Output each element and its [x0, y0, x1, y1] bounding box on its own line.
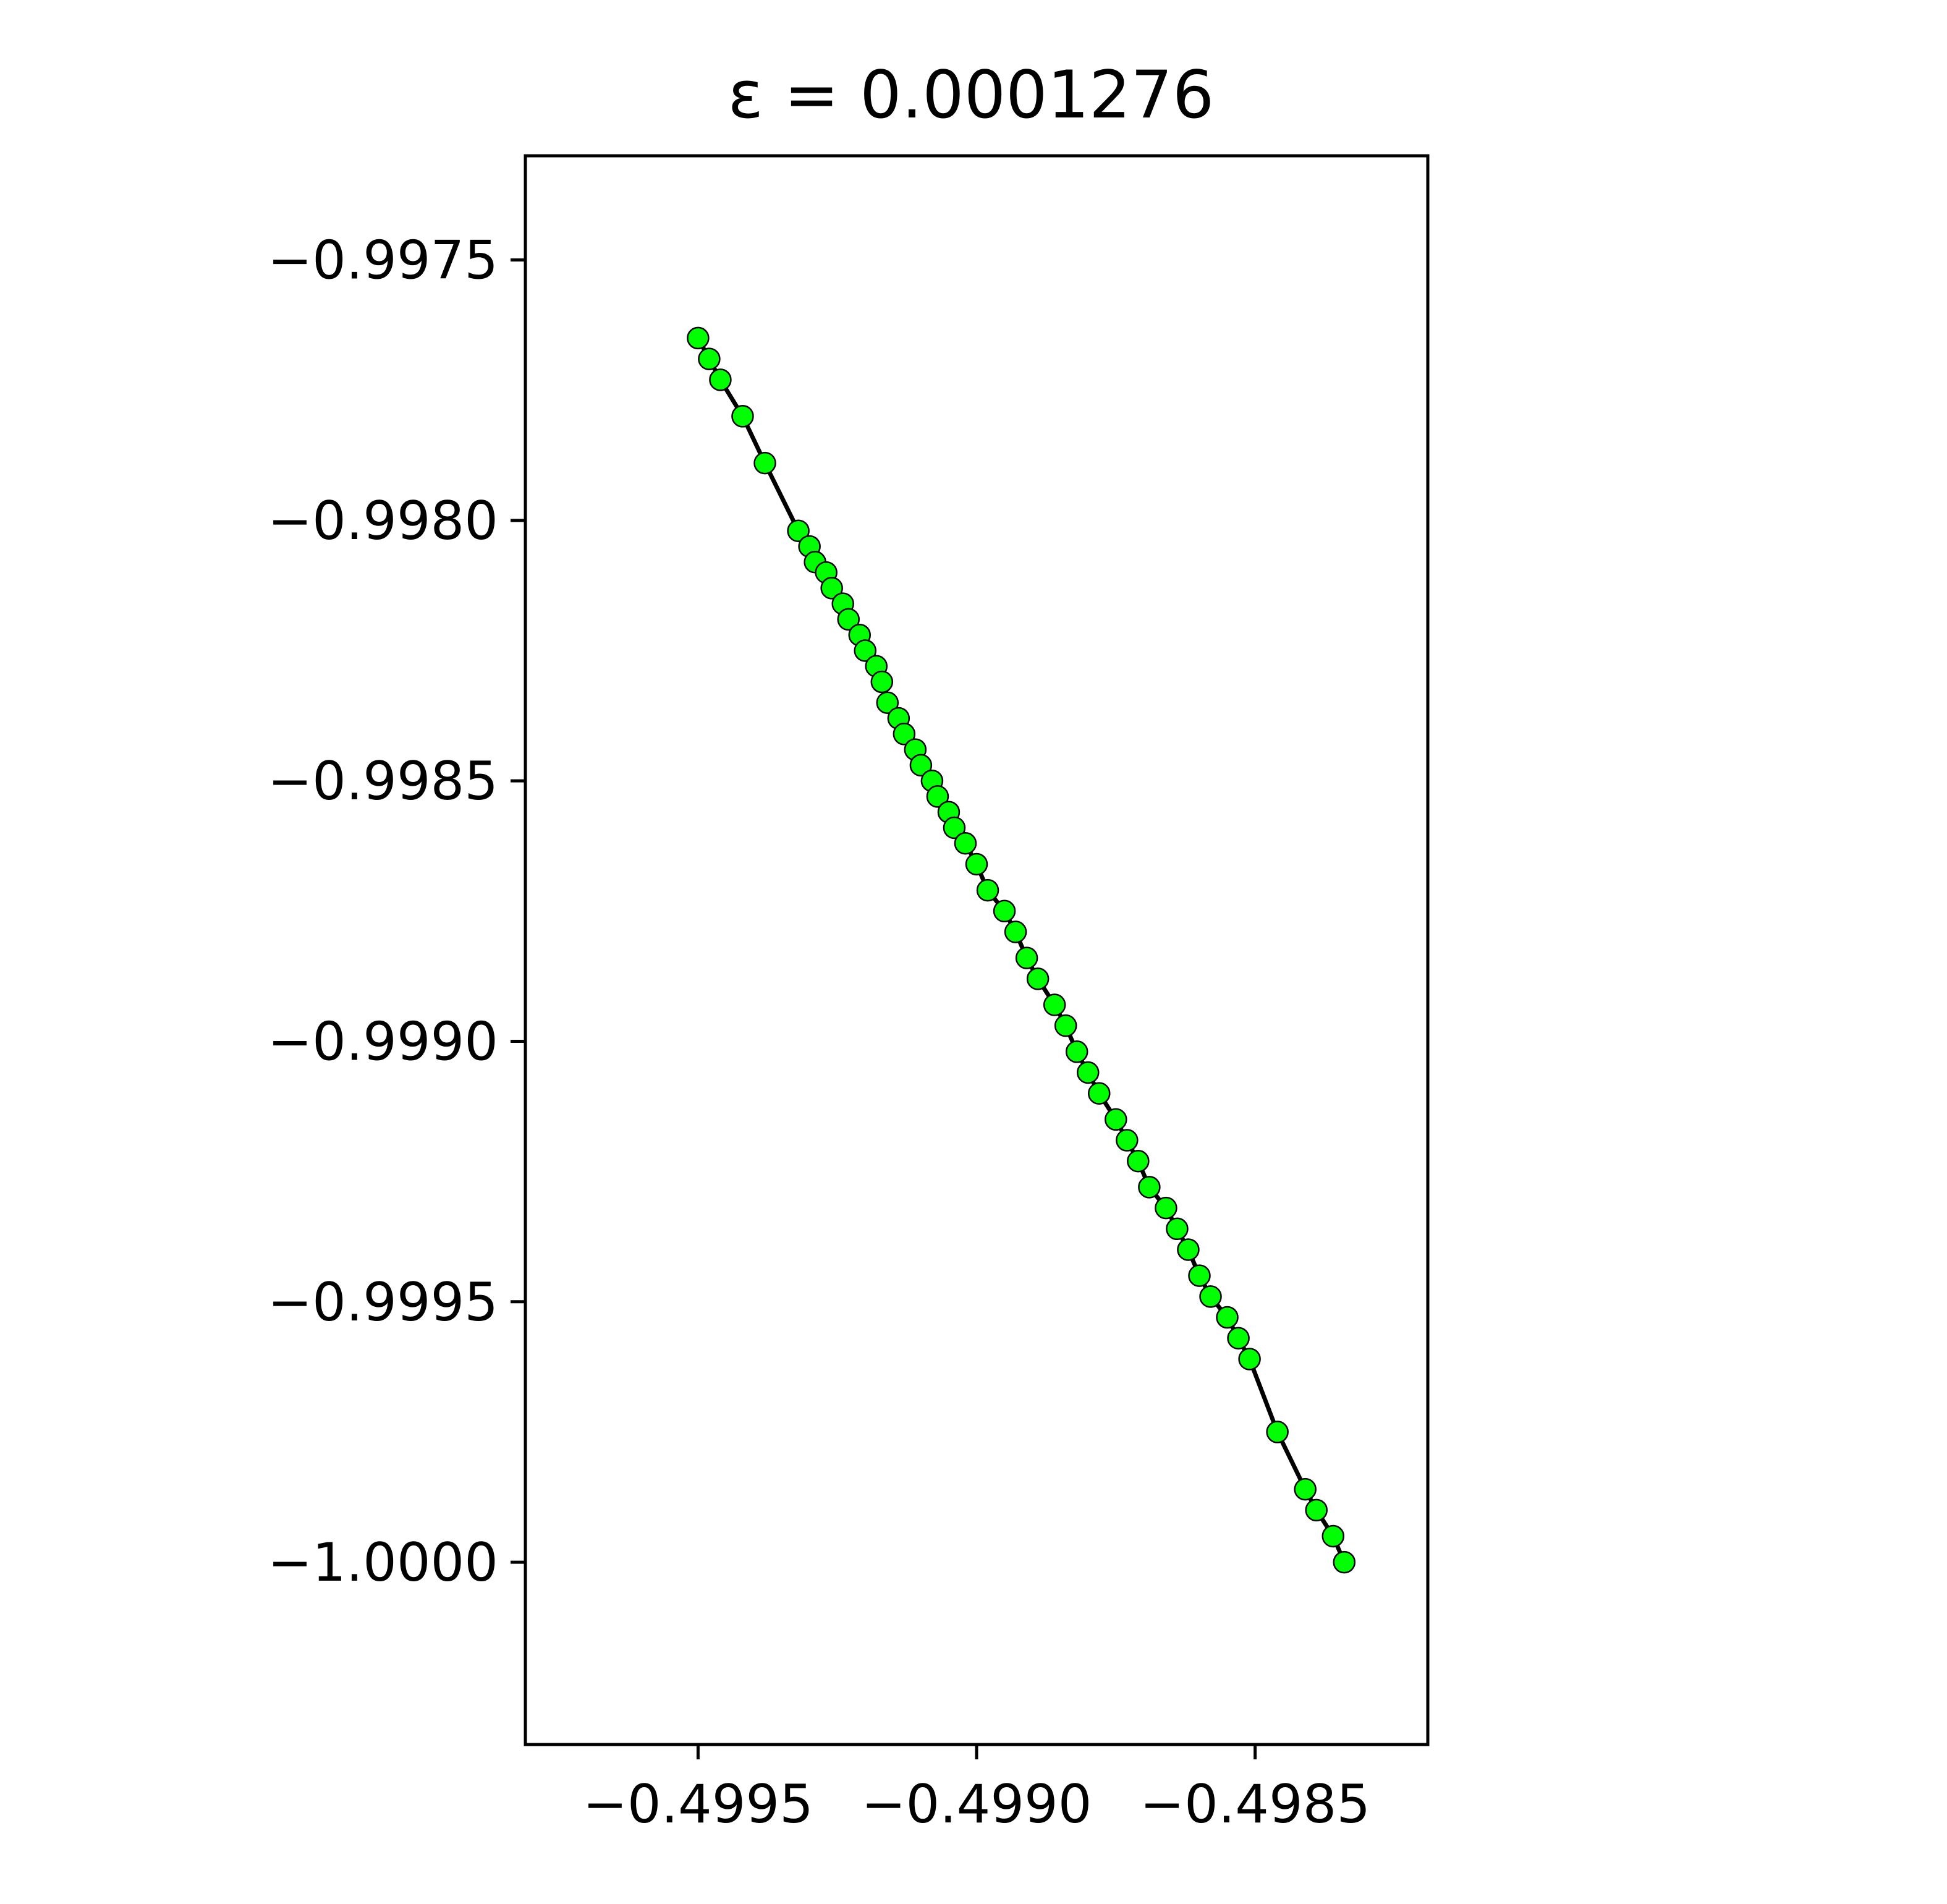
data-point — [993, 899, 1016, 923]
data-point — [965, 852, 988, 876]
data-point — [1138, 1176, 1161, 1199]
data-point — [709, 368, 732, 391]
plot-frame — [524, 154, 1430, 1746]
chart-title: ε = 0.0001276 — [728, 57, 1215, 133]
y-tick-label: −1.0000 — [268, 1532, 498, 1594]
data-point — [1076, 1061, 1100, 1084]
data-point — [1333, 1550, 1356, 1574]
y-tick-label: −0.9985 — [268, 750, 498, 812]
data-point — [1155, 1196, 1177, 1220]
data-point — [1166, 1217, 1189, 1241]
data-point — [1188, 1264, 1211, 1287]
data-point — [731, 405, 754, 428]
data-point — [1199, 1285, 1222, 1308]
data-point — [876, 691, 899, 715]
data-point — [909, 754, 933, 777]
x-axis: −0.4995 −0.4990 −0.4985 — [583, 1745, 1370, 1835]
plot-area — [525, 156, 1428, 1745]
data-point — [1026, 967, 1050, 990]
data-point — [926, 785, 949, 808]
data-point — [1105, 1108, 1127, 1131]
data-point — [1127, 1150, 1150, 1173]
data-point — [837, 608, 860, 631]
data-point — [1294, 1477, 1317, 1501]
y-tick-label: −0.9975 — [268, 230, 498, 292]
y-axis: −0.9975 −0.9980 −0.9985 −0.9990 −0.9995 −1.00… — [268, 230, 525, 1594]
y-tick-label: −0.9980 — [268, 490, 498, 552]
data-point — [1216, 1306, 1239, 1329]
data-point — [753, 451, 776, 475]
data-point — [943, 816, 966, 839]
data-point — [1004, 920, 1027, 943]
data-point — [1305, 1498, 1328, 1522]
data-point — [1015, 946, 1038, 969]
data-point — [1043, 993, 1066, 1016]
data-point — [687, 326, 710, 350]
data-point — [893, 723, 916, 746]
data-point — [954, 832, 977, 855]
data-point — [1238, 1348, 1261, 1371]
data-point — [1065, 1040, 1088, 1063]
data-point — [976, 878, 999, 902]
data-point — [854, 639, 877, 662]
data-point — [1177, 1238, 1200, 1261]
data-point — [698, 347, 721, 370]
data-point — [787, 519, 810, 542]
x-tick-label: −0.4990 — [862, 1774, 1092, 1835]
y-tick-label: −0.9990 — [268, 1011, 498, 1073]
x-tick-label: −0.4985 — [1140, 1774, 1370, 1835]
data-point — [870, 670, 894, 694]
data-point — [820, 577, 843, 600]
data-point — [1266, 1421, 1289, 1443]
data-point — [1054, 1014, 1077, 1037]
data-point — [1088, 1082, 1111, 1105]
series-markers — [687, 326, 1356, 1574]
data-point — [1227, 1327, 1250, 1350]
x-tick-label: −0.4995 — [583, 1774, 813, 1835]
y-tick-label: −0.9995 — [268, 1272, 498, 1333]
data-point — [1321, 1524, 1345, 1548]
data-point — [1116, 1129, 1139, 1152]
